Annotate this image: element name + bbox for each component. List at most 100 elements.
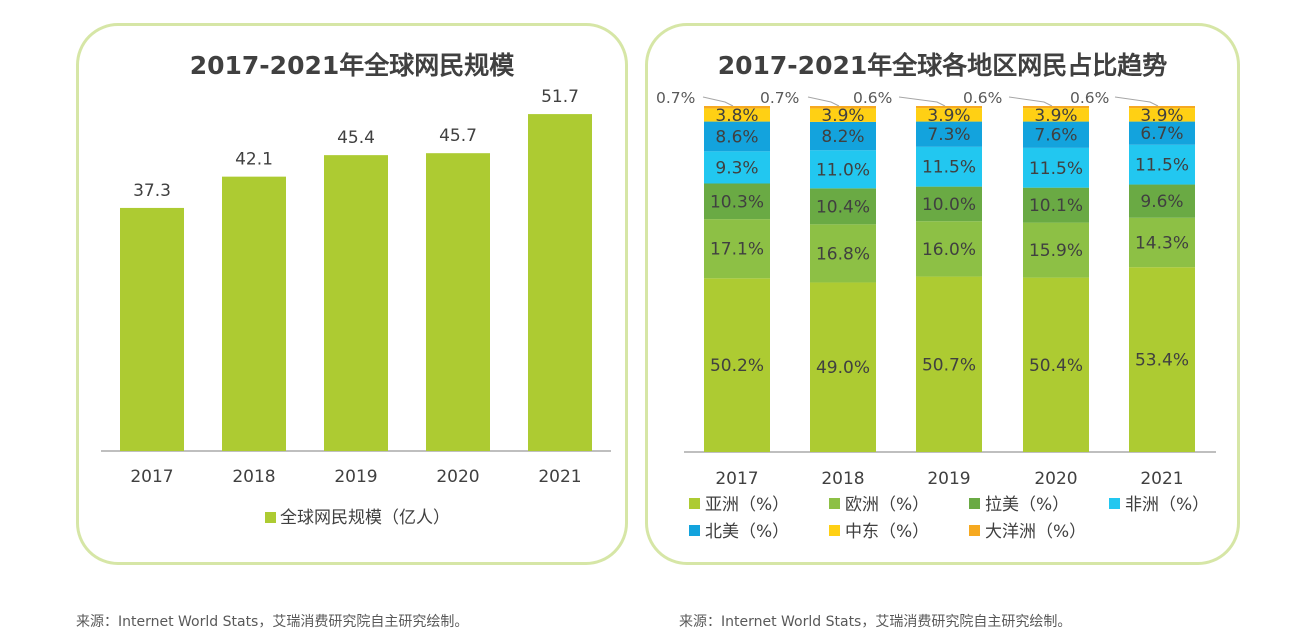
right-bar-segment-asia [1023,277,1089,452]
left-x-tick-label: 2019 [334,467,377,487]
right-legend-swatch-oceania [969,525,980,536]
right-data-label-europe: 16.8% [816,244,870,264]
right-data-label-latin: 10.3% [710,192,764,212]
right-data-label-africa: 9.3% [715,158,758,178]
right-x-tick-label: 2017 [715,469,758,489]
right-bar-segment-middle-east [704,108,770,122]
right-data-label-latin: 9.6% [1140,192,1183,212]
right-bar-segment-africa [704,151,770,184]
right-data-label-oceania: 0.7% [760,89,799,107]
right-data-label-oceania: 0.6% [1070,89,1109,107]
right-data-label-asia: 50.2% [710,356,764,376]
right-data-label-middle-east: 3.9% [821,106,864,126]
right-x-tick-label: 2020 [1034,469,1077,489]
right-bar-segment-latin [810,188,876,225]
right-legend-label-oceania: 大洋洲（%） [985,522,1086,542]
right-leader-line [1114,96,1159,107]
left-bar [222,176,286,452]
right-data-label-latin: 10.1% [1029,196,1083,216]
right-data-label-europe: 15.9% [1029,241,1083,261]
right-bar-segment-latin [704,183,770,220]
right-bar-segment-middle-east [916,108,982,122]
right-bar-segment-africa [1129,144,1195,185]
right-data-label-asia: 50.7% [922,355,976,375]
right-chart-title: 2017-2021年全球各地区网民占比趋势 [717,51,1168,80]
right-data-label-north-america: 8.2% [821,127,864,147]
left-legend-swatch [265,512,276,523]
right-bar-segment-oceania [916,106,982,109]
right-legend-swatch-africa [1109,498,1120,509]
right-bar-segment-oceania [1129,106,1195,109]
left-bar [120,207,184,451]
right-data-label-europe: 17.1% [710,240,764,260]
right-bar-segment-africa [1023,147,1089,188]
right-legend-label-africa: 非洲（%） [1125,495,1209,515]
left-x-tick-label: 2021 [538,467,581,487]
right-bar-segment-europe [1023,222,1089,278]
right-bar-segment-middle-east [1129,108,1195,122]
source-note-right: 来源：Internet World Stats，艾瑞消费研究院自主研究绘制。 [679,614,1072,630]
right-data-label-africa: 11.0% [816,160,870,180]
right-legend-swatch-latin [969,498,980,509]
right-leader-line [1008,96,1053,107]
right-data-label-north-america: 7.6% [1034,126,1077,146]
right-data-label-asia: 50.4% [1029,356,1083,376]
right-data-label-africa: 11.5% [1029,159,1083,179]
right-bar-segment-europe [810,224,876,283]
left-x-tick-label: 2017 [130,467,173,487]
right-bar-segment-asia [810,282,876,452]
right-bar-segment-oceania [704,106,770,109]
right-data-label-africa: 11.5% [922,158,976,178]
right-x-tick-label: 2021 [1140,469,1183,489]
right-legend-label-latin: 拉美（%） [985,495,1069,515]
left-x-tick-label: 2020 [436,467,479,487]
right-data-label-north-america: 8.6% [715,127,758,147]
left-bar-data-label: 45.4 [337,128,375,148]
source-note-left: 来源：Internet World Stats，艾瑞消费研究院自主研究绘制。 [76,614,469,630]
right-legend-label-europe: 欧洲（%） [845,495,929,515]
right-bar-segment-oceania [1023,106,1089,109]
right-bar-segment-north-america [916,121,982,147]
right-bar-segment-europe [704,219,770,279]
right-bar-segment-north-america [704,121,770,152]
right-legend-label-north-america: 北美（%） [705,522,789,542]
right-bar-segment-oceania [810,106,876,109]
right-bar-segment-europe [916,221,982,277]
right-data-label-middle-east: 3.9% [1140,106,1183,126]
left-bar [528,114,592,452]
right-bar-segment-north-america [810,121,876,151]
right-leader-line [898,96,946,107]
left-bar-data-label: 51.7 [541,87,579,107]
right-data-label-oceania: 0.6% [963,89,1002,107]
right-data-label-north-america: 7.3% [927,125,970,145]
left-legend-label: 全球网民规模（亿人） [280,508,450,528]
right-bar-segment-europe [1129,217,1195,268]
right-legend-swatch-middle-east [829,525,840,536]
right-bar-segment-africa [810,150,876,189]
right-leader-line [702,96,734,107]
right-bar-segment-middle-east [810,108,876,122]
right-data-label-asia: 49.0% [816,358,870,378]
right-x-tick-label: 2018 [821,469,864,489]
right-data-label-north-america: 6.7% [1140,124,1183,144]
right-data-label-asia: 53.4% [1135,351,1189,371]
right-data-label-africa: 11.5% [1135,156,1189,176]
right-legend-label-asia: 亚洲（%） [705,495,789,515]
right-bar-segment-latin [916,186,982,222]
right-legend-swatch-north-america [689,525,700,536]
right-x-tick-label: 2019 [927,469,970,489]
right-data-label-middle-east: 3.9% [1034,106,1077,126]
right-legend-label-middle-east: 中东（%） [845,522,929,542]
left-bar [324,155,388,452]
right-bar-segment-asia [1129,267,1195,452]
right-bar-segment-asia [704,278,770,452]
right-legend-swatch-asia [689,498,700,509]
right-data-label-latin: 10.0% [922,195,976,215]
right-bar-segment-latin [1129,184,1195,218]
right-data-label-europe: 16.0% [922,240,976,260]
left-chart-title: 2017-2021年全球网民规模 [189,51,515,80]
right-bar-segment-middle-east [1023,108,1089,122]
left-x-tick-label: 2018 [232,467,275,487]
right-leader-line [807,96,840,107]
